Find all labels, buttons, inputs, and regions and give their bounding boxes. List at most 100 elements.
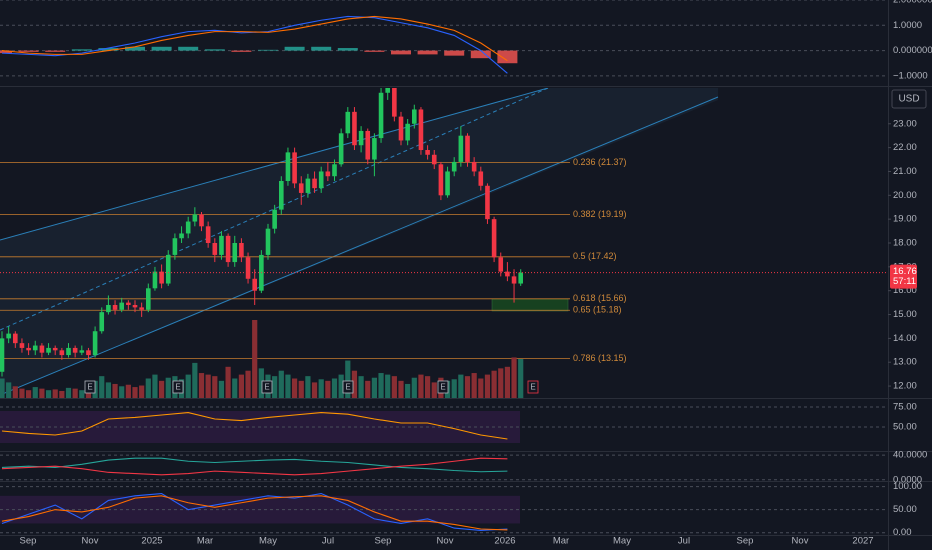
volume-bar (431, 382, 437, 398)
volume-bar (425, 376, 431, 398)
volume-bar (258, 368, 264, 398)
candle-body (26, 347, 31, 351)
macd-histogram (125, 46, 145, 51)
y-tick-label: 50.00 (893, 422, 917, 433)
volume-bar (0, 378, 5, 398)
macd-histogram (151, 46, 172, 51)
x-tick-label: Sep (375, 536, 392, 547)
volume-bar (305, 376, 311, 398)
candle-body (451, 161, 457, 172)
candle-body (212, 243, 218, 255)
volume-bar (398, 380, 404, 398)
volume-bar (385, 374, 391, 398)
earnings-marker: E (87, 383, 92, 392)
x-tick-label: Jul (322, 536, 334, 547)
volume-bar (252, 320, 258, 398)
candle-body (365, 130, 371, 160)
candle-body (318, 171, 324, 189)
volume-bar (292, 378, 298, 398)
candle-body (112, 305, 118, 310)
candle-body (272, 209, 277, 229)
candle-body (491, 219, 497, 258)
volume-bar (19, 388, 25, 398)
candle-body (279, 181, 284, 210)
volume-bar (285, 374, 291, 398)
macd-histogram (178, 46, 199, 51)
macd-histogram (71, 49, 92, 51)
candle-body (431, 154, 437, 165)
candle-body (458, 135, 464, 162)
candle-body (232, 243, 238, 263)
volume-bar (498, 368, 504, 398)
fib-label: 0.618 (15.66) (573, 293, 627, 303)
macd-signal (1, 15, 508, 62)
candle-body (86, 350, 91, 356)
candle-body (425, 150, 430, 155)
macd-histogram (337, 48, 358, 51)
volume-bar (26, 390, 32, 398)
candle-body (392, 88, 397, 117)
candle-body (412, 109, 417, 124)
earnings-marker: E (264, 383, 269, 392)
candle-body (265, 228, 271, 255)
x-tick-label: Jul (678, 536, 690, 547)
earnings-box (437, 380, 449, 394)
earnings-marker: E (530, 383, 535, 392)
volume-bar (212, 376, 218, 398)
x-tick-label: Nov (437, 536, 454, 547)
dmi-minus (1, 457, 508, 476)
x-tick-label: Nov (792, 536, 809, 547)
candle-body (119, 302, 124, 310)
y-tick-label: 40.0000 (893, 450, 927, 461)
y-tick-label: 0.000000 (893, 45, 932, 56)
candle-body (172, 238, 178, 255)
volume-bar (232, 378, 238, 398)
volume-bar (298, 380, 304, 398)
candle-body (0, 338, 5, 372)
macd-histogram (204, 49, 225, 51)
candle-body (205, 226, 211, 243)
candle-body (332, 164, 337, 177)
candle-body (405, 123, 410, 141)
volume-bar (245, 370, 251, 398)
volume-bar (318, 379, 324, 398)
volume-bar (159, 380, 165, 398)
macd-histogram (0, 50, 12, 54)
volume-bar (72, 388, 78, 398)
volume-bar (391, 376, 397, 398)
volume-bar (278, 370, 284, 398)
volume-bar (325, 380, 331, 398)
volume-bar (139, 385, 145, 398)
fib-label: 0.786 (13.15) (573, 353, 627, 363)
volume-bar (59, 390, 65, 398)
candle-body (46, 347, 51, 353)
x-tick-label: 2027 (852, 536, 873, 547)
volume-bar (504, 366, 510, 398)
volume-bar (132, 387, 138, 398)
candle-body (312, 178, 317, 189)
candle-body (478, 171, 484, 186)
candle-body (179, 233, 184, 239)
volume-bar (125, 384, 131, 398)
volume-bar (205, 374, 211, 398)
fib-label: 0.236 (21.37) (573, 157, 627, 167)
macd-histogram (258, 49, 278, 51)
candle-body (372, 138, 377, 160)
volume-bar (511, 357, 517, 398)
candle-body (79, 350, 85, 353)
candle-body (485, 185, 490, 220)
x-tick-label: Mar (197, 536, 213, 547)
stoch-d (1, 495, 508, 531)
volume-bar (365, 380, 371, 398)
currency-box (891, 89, 927, 109)
macd-histogram (311, 46, 332, 51)
candle-body (132, 305, 138, 308)
candle-body (192, 214, 198, 222)
candle-body (39, 345, 45, 353)
stoch-k (1, 492, 508, 531)
y-tick-label: 15.00 (893, 309, 917, 320)
candle-body (126, 302, 131, 305)
volume-bar (185, 374, 191, 398)
volume-bar (311, 382, 318, 398)
